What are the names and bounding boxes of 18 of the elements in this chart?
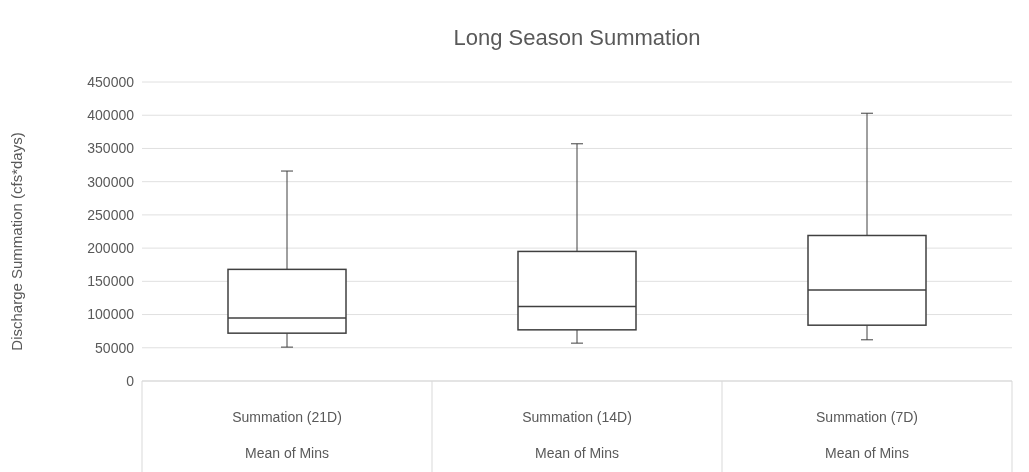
text: Mean of Mins [244,445,330,461]
y-tick-label: 400000 [87,107,135,124]
text: Mean of Mins [534,445,620,461]
y-tick-label: 350000 [87,140,135,157]
x-tick-label: Summation (14D) [522,409,632,425]
y-tick-label: 450000 [87,73,135,90]
y-tick-label: 200000 [87,240,135,257]
y-tick-label: 250000 [87,206,135,223]
y-tick-label: 150000 [87,273,135,290]
y-tick-label: 50000 [95,339,135,356]
x-tick-label: Summation (21D) [232,409,342,425]
x-tick-label: Summation (7D) [816,409,918,425]
y-axis-title: Discharge Summation (cfs*days) [8,132,25,351]
y-tick-label: 0 [126,372,135,389]
text: Mean of Mins [824,445,910,461]
chart-title: Long Season Summation [453,25,701,50]
y-tick-label: 300000 [87,173,135,190]
y-tick-label: 100000 [87,306,135,323]
